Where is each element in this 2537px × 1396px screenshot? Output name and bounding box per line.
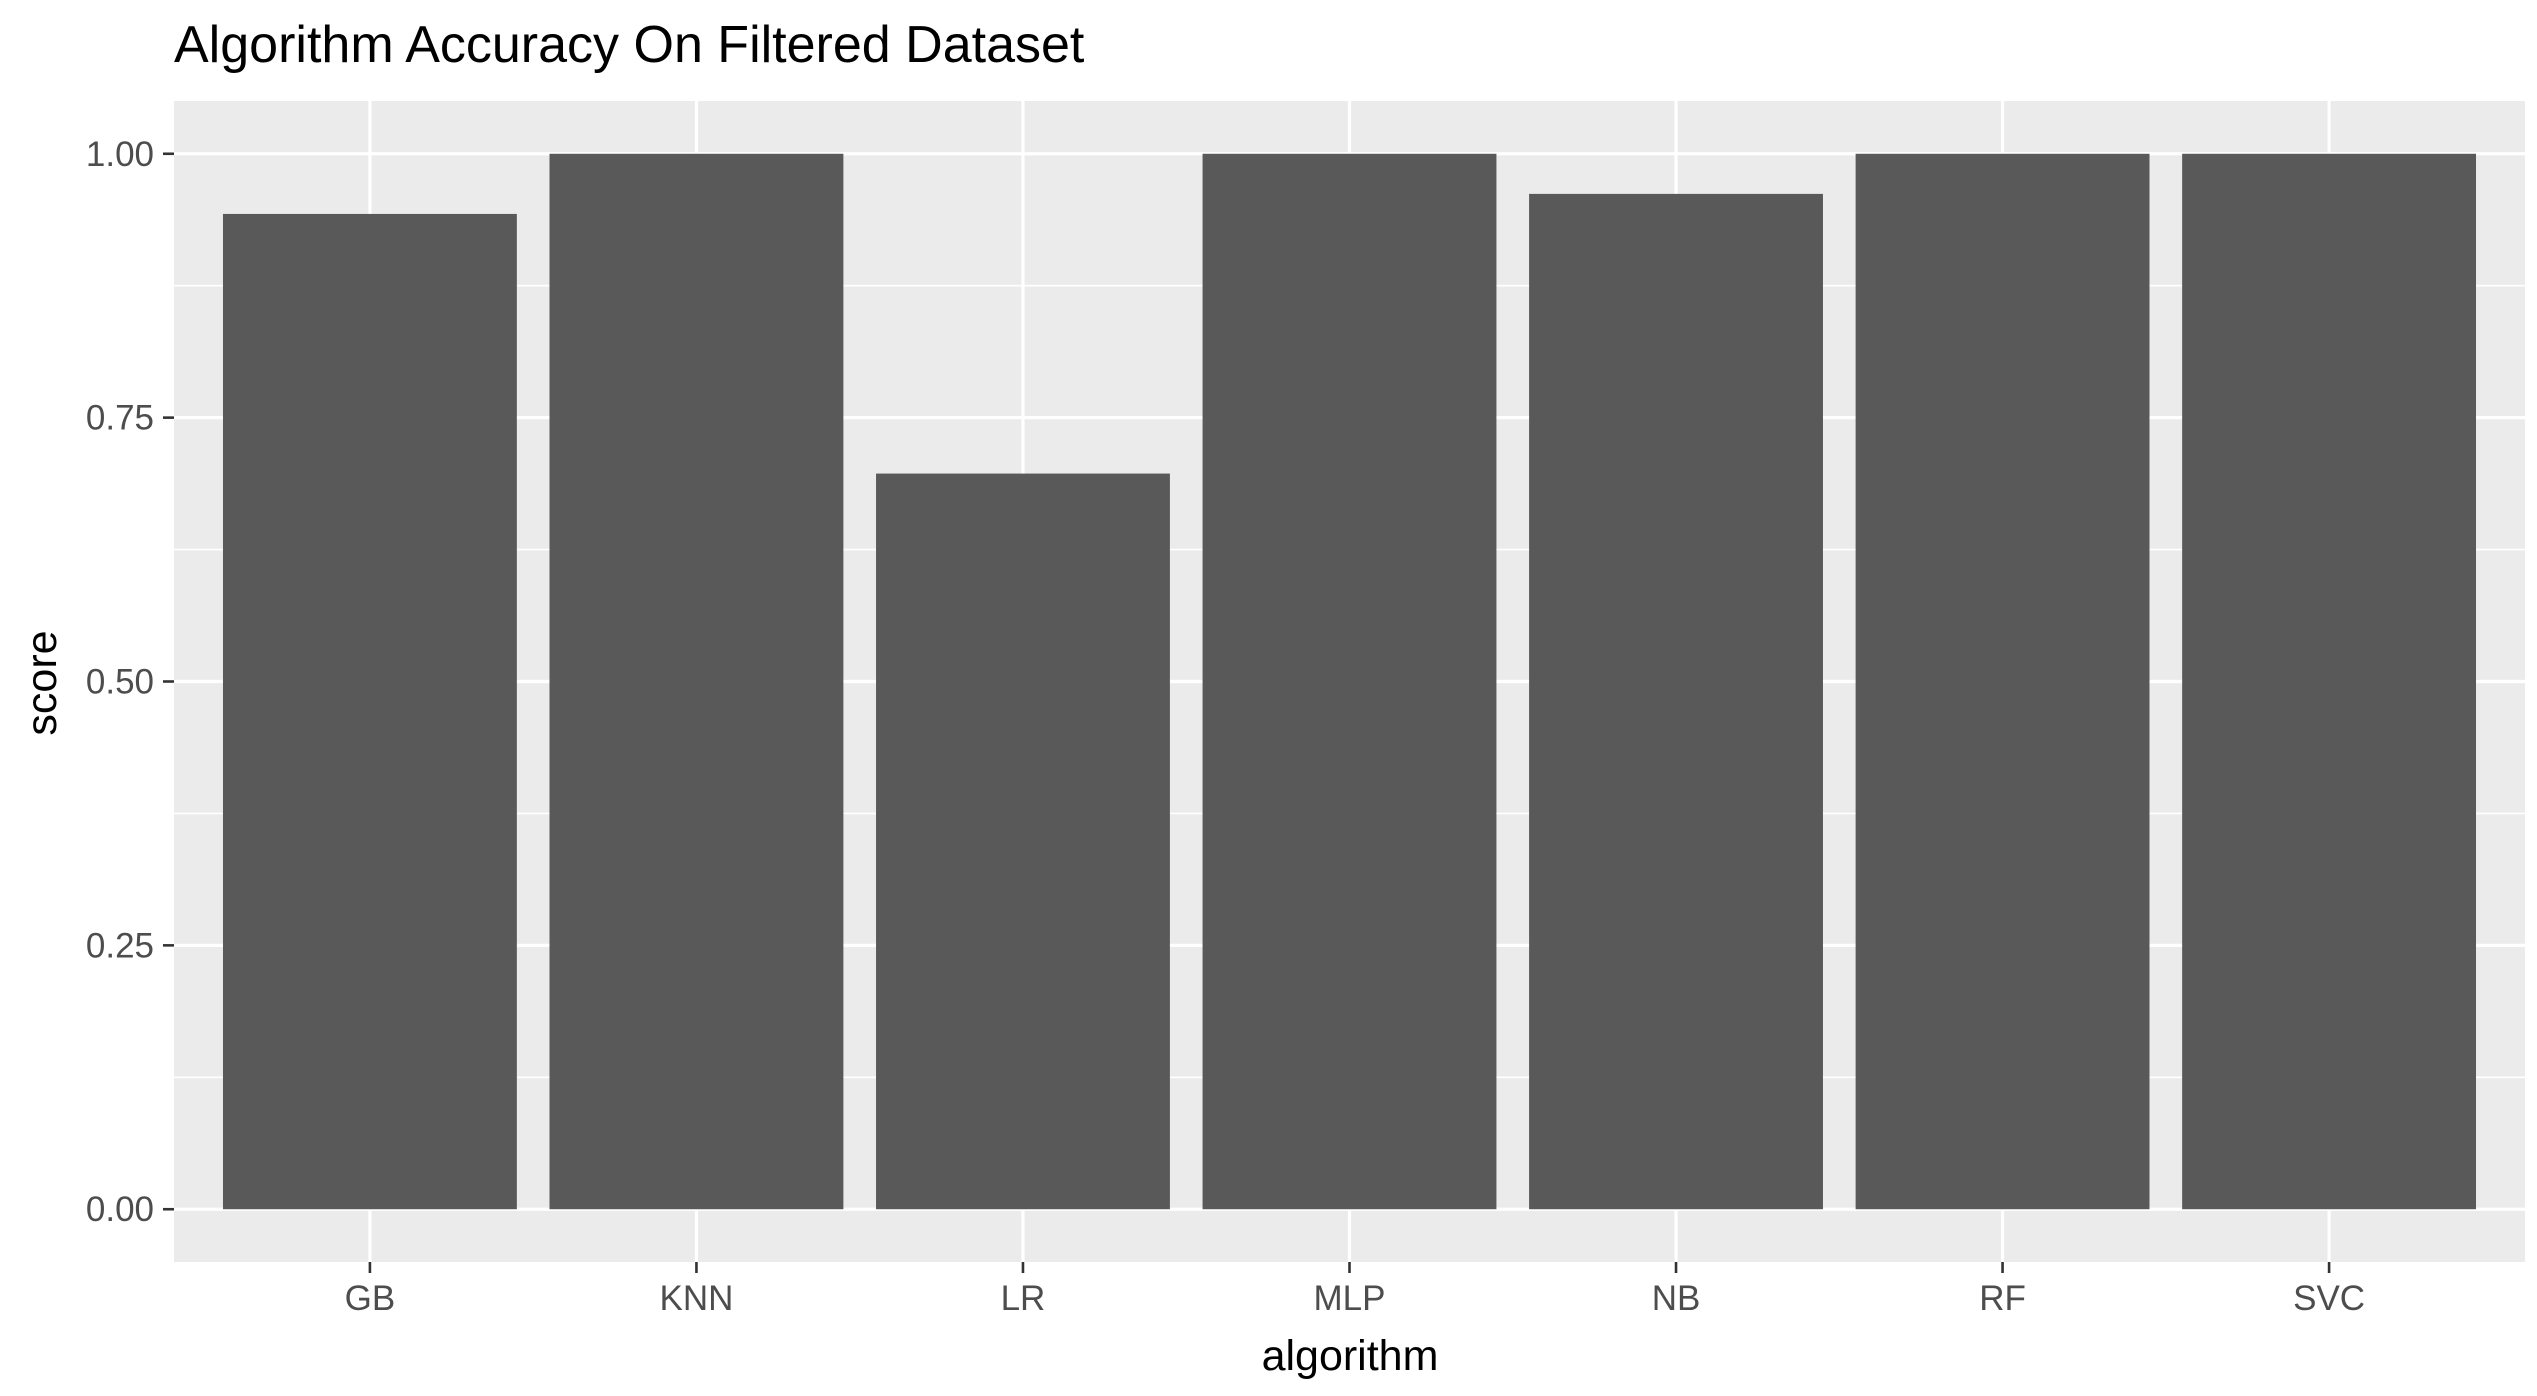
bar-mlp — [1202, 153, 1497, 1210]
x-tick-label: RF — [1979, 1279, 2026, 1318]
x-tick-label: GB — [345, 1279, 396, 1318]
x-axis: GB KNN LR MLP NB RF SVC — [345, 1262, 2365, 1318]
y-tick-label: 1.00 — [86, 135, 154, 174]
x-tick-label: NB — [1652, 1279, 1701, 1318]
bar-lr — [876, 473, 1170, 1210]
bar-knn — [549, 153, 844, 1210]
y-axis: 0.00 0.25 0.50 0.75 1.00 — [86, 135, 174, 1229]
y-tick-label: 0.75 — [86, 399, 154, 438]
x-tick-label: MLP — [1314, 1279, 1386, 1318]
bars — [222, 153, 2477, 1210]
bar-svc — [2182, 153, 2477, 1210]
x-axis-title: algorithm — [1262, 1332, 1439, 1380]
chart-title: Algorithm Accuracy On Filtered Dataset — [174, 16, 1085, 74]
y-tick-label: 0.50 — [86, 663, 154, 702]
x-tick-label: SVC — [2293, 1279, 2365, 1318]
y-axis-title: score — [18, 630, 66, 735]
y-tick-label: 0.25 — [86, 926, 154, 965]
bar-rf — [1855, 153, 2150, 1210]
x-tick-label: KNN — [659, 1279, 733, 1318]
y-tick-label: 0.00 — [86, 1190, 154, 1229]
bar-nb — [1529, 193, 1823, 1210]
bar-gb — [222, 213, 517, 1210]
x-tick-label: LR — [1001, 1279, 1046, 1318]
